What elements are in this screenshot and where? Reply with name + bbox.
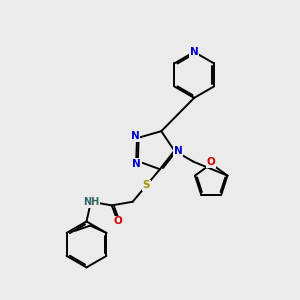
Text: S: S: [142, 181, 150, 190]
Text: N: N: [174, 146, 182, 156]
Text: N: N: [190, 47, 199, 57]
Text: O: O: [207, 157, 216, 167]
Text: N: N: [132, 159, 141, 169]
Text: NH: NH: [83, 197, 99, 207]
Text: O: O: [113, 217, 122, 226]
Text: N: N: [131, 131, 140, 141]
